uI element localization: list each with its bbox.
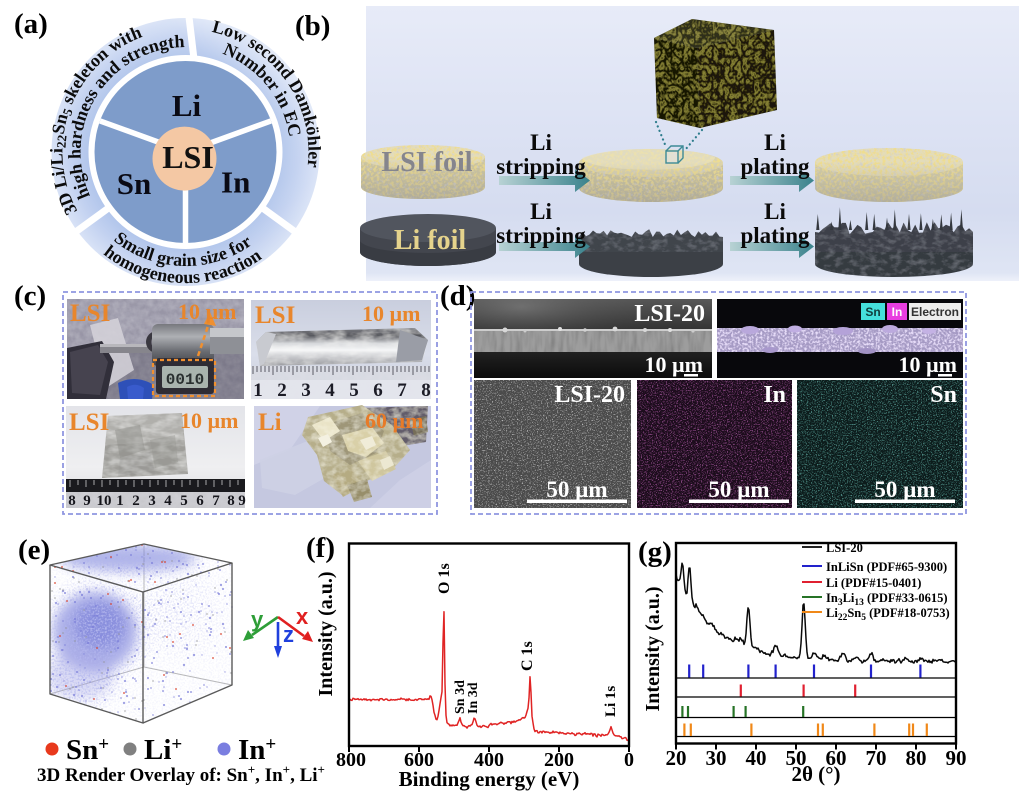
svg-text:In: In: [892, 305, 903, 319]
svg-text:O 1s: O 1s: [436, 563, 453, 594]
svg-text:10 µm: 10 µm: [362, 301, 421, 326]
svg-text:800: 800: [336, 749, 366, 771]
svg-text:3D Render Overlay of: Sn+, In+: 3D Render Overlay of: Sn+, In+, Li+: [37, 762, 325, 786]
svg-text:7: 7: [397, 380, 407, 401]
svg-text:Li (PDF#15-0401): Li (PDF#15-0401): [826, 576, 921, 590]
svg-text:10 µm: 10 µm: [644, 352, 703, 377]
svg-text:4: 4: [325, 380, 335, 401]
svg-text:Li foil: Li foil: [394, 225, 467, 256]
svg-text:LSI-20: LSI-20: [554, 382, 625, 408]
svg-text:z: z: [283, 622, 294, 647]
svg-text:In+: In+: [238, 734, 276, 766]
svg-text:Intensity (a.u.): Intensity (a.u.): [642, 586, 664, 711]
svg-text:7: 7: [212, 493, 220, 509]
svg-text:70: 70: [866, 746, 887, 770]
svg-text:5: 5: [349, 380, 359, 401]
svg-text:C 1s: C 1s: [519, 641, 536, 671]
svg-text:3: 3: [148, 493, 156, 509]
svg-text:90: 90: [946, 746, 967, 770]
svg-text:In: In: [221, 165, 250, 200]
svg-text:Li: Li: [764, 199, 786, 224]
svg-text:Li: Li: [530, 199, 552, 224]
svg-text:stripping: stripping: [496, 154, 586, 179]
svg-text:In 3d: In 3d: [466, 682, 481, 714]
svg-text:4: 4: [164, 493, 172, 509]
svg-text:9: 9: [83, 493, 91, 509]
svg-text:LSI foil: LSI foil: [381, 147, 472, 178]
svg-text:Li+: Li+: [144, 734, 182, 766]
svg-text:3: 3: [301, 380, 311, 401]
svg-text:10 µm: 10 µm: [898, 352, 957, 377]
svg-text:Li22Sn5 (PDF#18-0753): Li22Sn5 (PDF#18-0753): [826, 606, 950, 623]
svg-text:plating: plating: [740, 223, 810, 248]
svg-text:8: 8: [68, 493, 76, 509]
svg-text:Sn+: Sn+: [66, 734, 109, 766]
svg-text:200: 200: [544, 749, 574, 771]
svg-text:6: 6: [373, 380, 383, 401]
svg-text:plating: plating: [740, 154, 810, 179]
svg-text:8: 8: [227, 493, 235, 509]
svg-text:50 µm: 50 µm: [708, 477, 769, 502]
svg-text:In: In: [763, 382, 786, 408]
svg-text:600: 600: [404, 749, 434, 771]
svg-text:40: 40: [746, 746, 767, 770]
svg-text:Sn 3d: Sn 3d: [453, 680, 468, 714]
svg-text:2θ (°): 2θ (°): [791, 762, 840, 786]
svg-text:50 µm: 50 µm: [874, 477, 935, 502]
svg-text:Intensity (a.u.): Intensity (a.u.): [315, 571, 337, 696]
svg-text:60 µm: 60 µm: [365, 408, 424, 433]
svg-text:50: 50: [786, 746, 807, 770]
svg-text:Li: Li: [258, 409, 282, 436]
svg-text:Sn: Sn: [930, 382, 957, 408]
svg-text:InLiSn (PDF#65-9300): InLiSn (PDF#65-9300): [826, 560, 947, 574]
svg-text:80: 80: [906, 746, 927, 770]
svg-text:Electron: Electron: [911, 305, 959, 319]
svg-text:10 µm: 10 µm: [178, 299, 237, 324]
svg-text:Li: Li: [530, 130, 552, 155]
svg-text:LSI-20: LSI-20: [634, 301, 705, 327]
svg-text:Li: Li: [172, 88, 202, 123]
svg-text:0: 0: [624, 749, 634, 771]
svg-text:10 µm: 10 µm: [180, 408, 239, 433]
svg-text:2: 2: [277, 380, 287, 401]
svg-text:Li 1s: Li 1s: [603, 686, 619, 717]
svg-text:Li: Li: [764, 130, 786, 155]
svg-text:400: 400: [474, 749, 504, 771]
svg-text:6: 6: [196, 493, 204, 509]
svg-text:Sn: Sn: [117, 166, 151, 201]
svg-text:30: 30: [706, 746, 727, 770]
svg-text:1: 1: [116, 493, 124, 509]
svg-text:stripping: stripping: [496, 223, 586, 248]
svg-text:8: 8: [421, 380, 431, 401]
svg-text:LSI: LSI: [69, 409, 109, 436]
svg-text:20: 20: [666, 746, 687, 770]
svg-text:Binding energy (eV): Binding energy (eV): [399, 767, 580, 791]
svg-text:LSI: LSI: [255, 302, 295, 329]
svg-text:0010: 0010: [166, 371, 204, 389]
svg-text:y: y: [251, 607, 264, 632]
svg-text:LSI: LSI: [70, 300, 110, 327]
svg-text:9: 9: [238, 493, 246, 509]
svg-text:x: x: [296, 604, 309, 629]
svg-text:Sn: Sn: [865, 305, 880, 319]
svg-text:60: 60: [826, 746, 847, 770]
svg-text:5: 5: [180, 493, 188, 509]
svg-text:10: 10: [97, 493, 112, 509]
svg-text:1: 1: [253, 380, 263, 401]
svg-text:LSI-20: LSI-20: [826, 541, 863, 555]
svg-text:50 µm: 50 µm: [546, 477, 607, 502]
svg-text:2: 2: [132, 493, 140, 509]
svg-text:LSI: LSI: [162, 139, 214, 175]
